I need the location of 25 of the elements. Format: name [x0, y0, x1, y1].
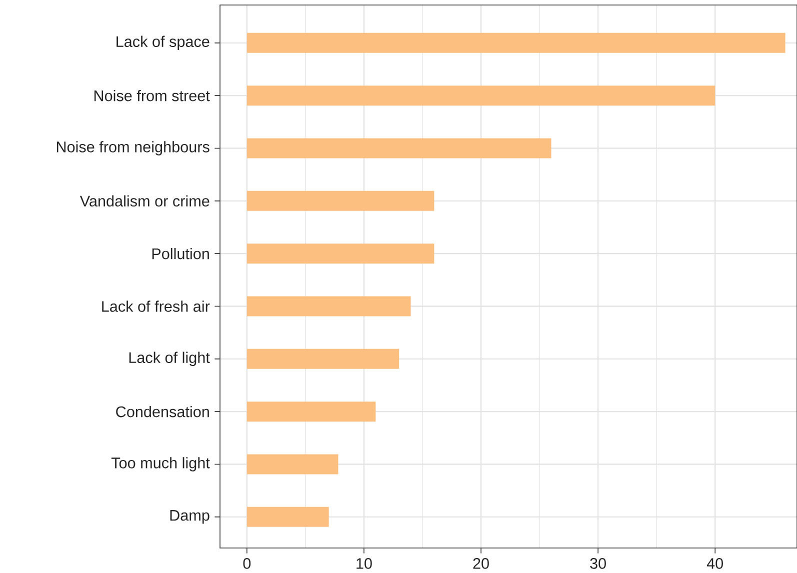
- bar: [246, 138, 552, 158]
- y-tick-label: Lack of space: [116, 36, 210, 50]
- bar: [246, 506, 329, 527]
- y-tick-label: Condensation: [116, 406, 209, 418]
- x-tick-label: 40: [706, 558, 723, 569]
- y-tick-label: Damp: [170, 510, 210, 524]
- x-tick-label: 10: [356, 558, 372, 569]
- bar: [246, 402, 376, 422]
- x-tick-label: 20: [473, 558, 489, 569]
- bar: [246, 454, 338, 474]
- y-tick-label: Noise from neighbours: [56, 141, 210, 156]
- y-tick-label: Vandalism or crime: [80, 195, 210, 207]
- bar: [246, 86, 716, 106]
- y-tick-label: Lack of fresh air: [102, 300, 210, 312]
- y-tick-label: Pollution: [152, 248, 209, 260]
- bar: [246, 190, 434, 211]
- bar: [246, 244, 434, 264]
- x-tick-label: 0: [243, 558, 251, 569]
- y-tick-label: Noise from street: [94, 90, 210, 102]
- y-tick-label: Too much light: [111, 457, 210, 472]
- y-tick-label: Lack of light: [129, 352, 210, 366]
- bar: [246, 32, 786, 53]
- bar: [246, 296, 411, 316]
- x-tick-label: 30: [590, 558, 606, 569]
- bar: [246, 348, 400, 369]
